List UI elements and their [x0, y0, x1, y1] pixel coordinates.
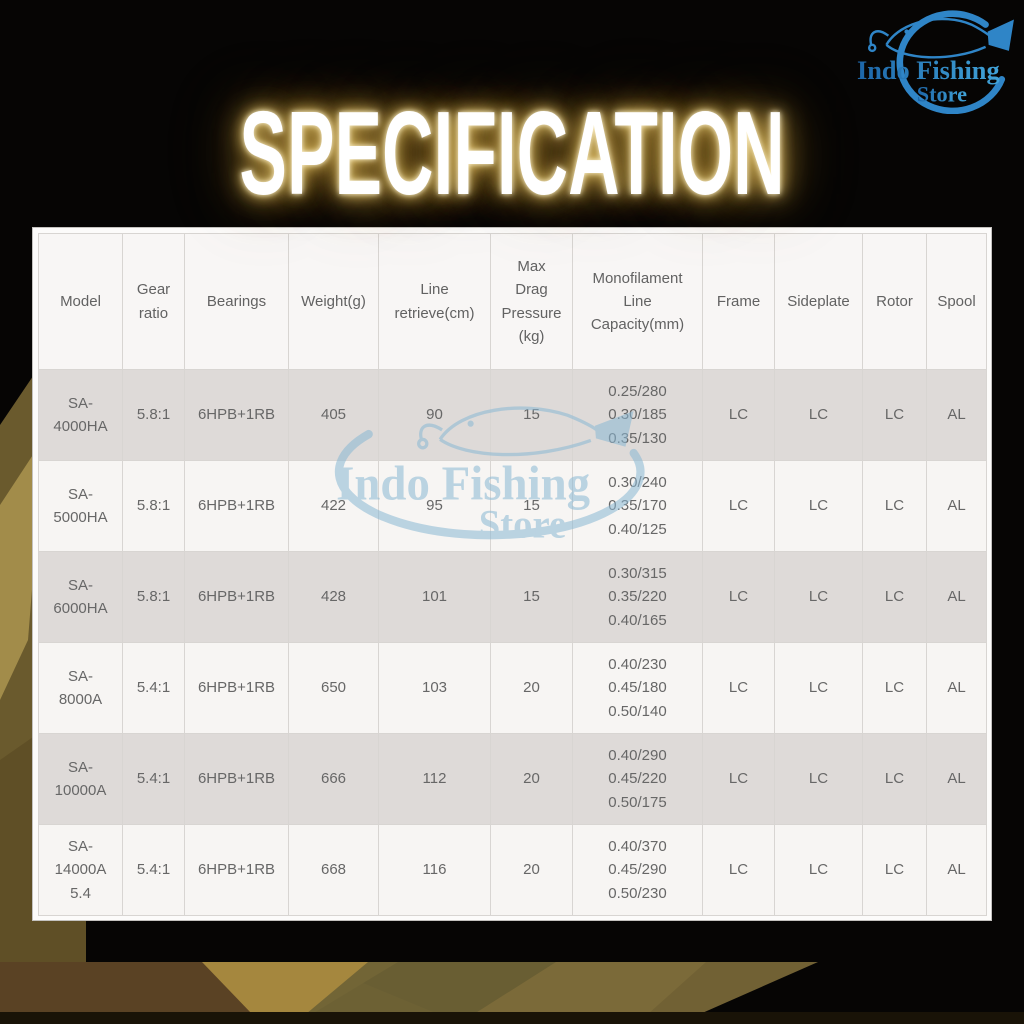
table-cell: 15 — [490, 551, 573, 643]
table-cell: LC — [702, 551, 775, 643]
fish-icon — [867, 17, 1014, 59]
circle-swoosh-icon — [896, 10, 1006, 115]
table-cell: 666 — [288, 733, 379, 825]
spec-table-panel: Model Gear ratio Bearings Weight(g) Line retri… — [32, 227, 992, 921]
page-title-text: SPECIFICATION — [239, 86, 785, 220]
table-cell: LC — [862, 551, 927, 643]
table-cell: 0.40/290 0.45/220 0.50/175 — [572, 733, 703, 825]
table-cell: AL — [926, 369, 987, 461]
logo-text-line2: Store — [917, 82, 967, 107]
table-cell: LC — [774, 551, 863, 643]
table-cell: 6HPB+1RB — [184, 460, 289, 552]
table-cell: 20 — [490, 824, 573, 916]
table-cell: 0.30/315 0.35/220 0.40/165 — [572, 551, 703, 643]
table-cell: 20 — [490, 733, 573, 825]
table-cell: 5.8:1 — [122, 551, 185, 643]
table-cell: AL — [926, 460, 987, 552]
column-header: Max Drag Pressure (kg) — [490, 233, 573, 370]
table-cell: SA- 5000HA — [38, 460, 123, 552]
table-cell: 405 — [288, 369, 379, 461]
table-cell: LC — [862, 642, 927, 734]
table-cell: AL — [926, 551, 987, 643]
column-header: Rotor — [862, 233, 927, 370]
table-cell: 5.4:1 — [122, 824, 185, 916]
table-row: SA- 10000A 5.4:1 6HPB+1RB 666 112 20 0.40/290 0.… — [38, 733, 987, 825]
table-cell: LC — [862, 733, 927, 825]
table-header-row: Model Gear ratio Bearings Weight(g) Line retri… — [38, 233, 987, 370]
table-cell: 95 — [378, 460, 491, 552]
table-cell: 90 — [378, 369, 491, 461]
table-cell: 5.4:1 — [122, 733, 185, 825]
column-header: Weight(g) — [288, 233, 379, 370]
table-cell: LC — [702, 824, 775, 916]
table-cell: LC — [774, 733, 863, 825]
table-cell: 5.8:1 — [122, 369, 185, 461]
table-cell: 0.40/230 0.45/180 0.50/140 — [572, 642, 703, 734]
table-cell: 112 — [378, 733, 491, 825]
table-cell: AL — [926, 642, 987, 734]
table-cell: AL — [926, 733, 987, 825]
table-cell: LC — [702, 733, 775, 825]
table-cell: 668 — [288, 824, 379, 916]
column-header: Sideplate — [774, 233, 863, 370]
table-row: SA- 6000HA 5.8:1 6HPB+1RB 428 101 15 0.30/315 0.… — [38, 551, 987, 643]
table-cell: 101 — [378, 551, 491, 643]
table-cell: AL — [926, 824, 987, 916]
table-cell: 15 — [490, 460, 573, 552]
table-cell: 0.30/240 0.35/170 0.40/125 — [572, 460, 703, 552]
table-cell: SA- 4000HA — [38, 369, 123, 461]
column-header: Line retrieve(cm) — [378, 233, 491, 370]
spec-table: Model Gear ratio Bearings Weight(g) Line retri… — [38, 233, 987, 916]
table-cell: LC — [702, 460, 775, 552]
table-cell: SA- 8000A — [38, 642, 123, 734]
table-row: SA- 14000A 5.4 5.4:1 6HPB+1RB 668 116 20 0.40/37… — [38, 824, 987, 916]
table-cell: LC — [774, 369, 863, 461]
table-cell: 650 — [288, 642, 379, 734]
table-cell: SA- 14000A 5.4 — [38, 824, 123, 916]
table-cell: 6HPB+1RB — [184, 369, 289, 461]
table-body: SA- 4000HA 5.8:1 6HPB+1RB 405 90 15 0.25/280 0.3… — [38, 369, 987, 916]
table-cell: 6HPB+1RB — [184, 642, 289, 734]
table-cell: LC — [862, 824, 927, 916]
store-logo: Indo Fishing Store — [856, 4, 1018, 115]
table-row: SA- 4000HA 5.8:1 6HPB+1RB 405 90 15 0.25/280 0.3… — [38, 369, 987, 461]
table-cell: 6HPB+1RB — [184, 824, 289, 916]
table-cell: SA- 6000HA — [38, 551, 123, 643]
table-cell: 20 — [490, 642, 573, 734]
column-header: Model — [38, 233, 123, 370]
column-header: Gear ratio — [122, 233, 185, 370]
table-cell: 116 — [378, 824, 491, 916]
table-cell: 6HPB+1RB — [184, 551, 289, 643]
column-header: Monofilament Line Capacity(mm) — [572, 233, 703, 370]
table-cell: LC — [774, 642, 863, 734]
table-cell: 0.25/280 0.30/185 0.35/130 — [572, 369, 703, 461]
table-cell: 0.40/370 0.45/290 0.50/230 — [572, 824, 703, 916]
table-cell: LC — [862, 369, 927, 461]
table-cell: LC — [702, 642, 775, 734]
table-row: SA- 8000A 5.4:1 6HPB+1RB 650 103 20 0.40/230 0.4… — [38, 642, 987, 734]
table-cell: 428 — [288, 551, 379, 643]
table-cell: LC — [702, 369, 775, 461]
column-header: Spool — [926, 233, 987, 370]
table-cell: 5.8:1 — [122, 460, 185, 552]
column-header: Frame — [702, 233, 775, 370]
table-cell: 15 — [490, 369, 573, 461]
table-cell: LC — [774, 824, 863, 916]
table-cell: 5.4:1 — [122, 642, 185, 734]
column-header: Bearings — [184, 233, 289, 370]
table-row: SA- 5000HA 5.8:1 6HPB+1RB 422 95 15 0.30/240 0.3… — [38, 460, 987, 552]
table-cell: 103 — [378, 642, 491, 734]
page-title: SPECIFICATION — [0, 84, 1024, 219]
table-cell: 6HPB+1RB — [184, 733, 289, 825]
table-cell: LC — [774, 460, 863, 552]
table-cell: LC — [862, 460, 927, 552]
table-cell: 422 — [288, 460, 379, 552]
table-cell: SA- 10000A — [38, 733, 123, 825]
logo-text-line1: Indo Fishing — [857, 56, 1000, 85]
